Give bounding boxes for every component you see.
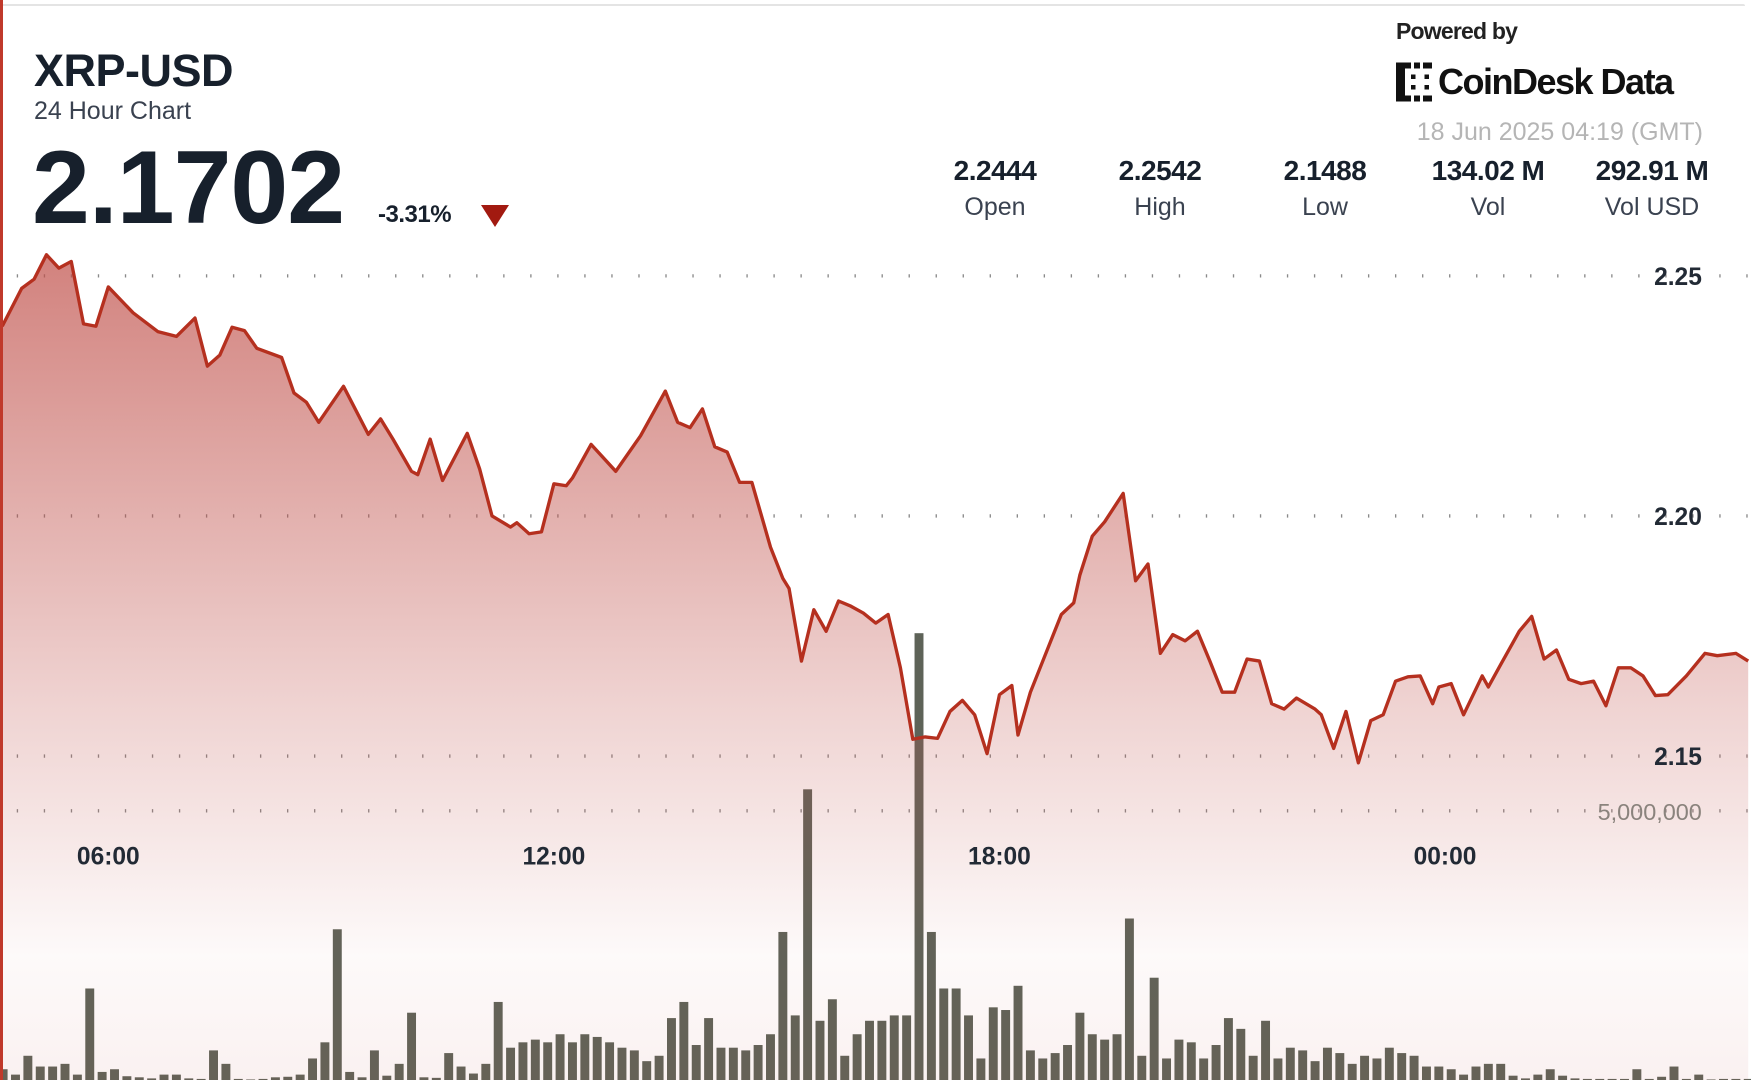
price-tick-label: 2.25 (1654, 264, 1702, 291)
price-tick-label: 2.15 (1654, 744, 1702, 771)
time-tick-label: 12:00 (522, 843, 585, 870)
time-tick-label: 00:00 (1414, 843, 1477, 870)
stat-high: 2.2542 High (1085, 155, 1235, 221)
stat-value: 2.2444 (953, 155, 1037, 186)
stat-volume-usd: 292.91 M Vol USD (1577, 155, 1727, 221)
price-change: -3.31% (378, 201, 452, 228)
coindesk-data-logo: CoinDesk Data (1396, 60, 1674, 104)
time-axis-labels: 06:00 12:00 18:00 00:00 (77, 843, 1476, 870)
card-accent-border (0, 0, 3, 1080)
price-axis-labels: 2.25 2.20 2.15 5,000,000 (1598, 264, 1702, 825)
stat-value: 292.91 M (1595, 155, 1709, 186)
timestamp: 18 Jun 2025 04:19 (GMT) (1416, 118, 1703, 146)
coindesk-logo-icon (1396, 62, 1432, 102)
symbol-title: XRP-USD (34, 45, 234, 96)
time-tick-label: 18:00 (968, 843, 1031, 870)
current-price: 2.1702 (32, 130, 345, 246)
powered-by-label: Powered by (1396, 18, 1518, 44)
stat-label: High (1134, 193, 1186, 221)
stat-label: Open (964, 193, 1026, 221)
stat-volume: 134.02 M Vol (1413, 155, 1563, 221)
chart-subtitle: 24 Hour Chart (34, 97, 192, 125)
stat-label: Low (1302, 193, 1348, 221)
volume-tick-label: 5,000,000 (1598, 799, 1702, 825)
price-tick-label: 2.20 (1654, 504, 1702, 531)
stat-label: Vol (1470, 193, 1506, 221)
time-tick-label: 06:00 (77, 843, 140, 870)
brand-name: CoinDesk Data (1438, 61, 1674, 102)
stat-open: 2.2444 Open (920, 155, 1070, 221)
stat-value: 2.1488 (1283, 155, 1367, 186)
stat-value: 2.2542 (1118, 155, 1202, 186)
down-arrow-icon (481, 205, 509, 227)
stat-label: Vol USD (1604, 193, 1700, 221)
price-line (0, 253, 1750, 765)
card-top-border (0, 4, 1745, 6)
stat-value: 134.02 M (1431, 155, 1545, 186)
price-area-fill (2, 254, 1749, 1080)
stat-low: 2.1488 Low (1250, 155, 1400, 221)
